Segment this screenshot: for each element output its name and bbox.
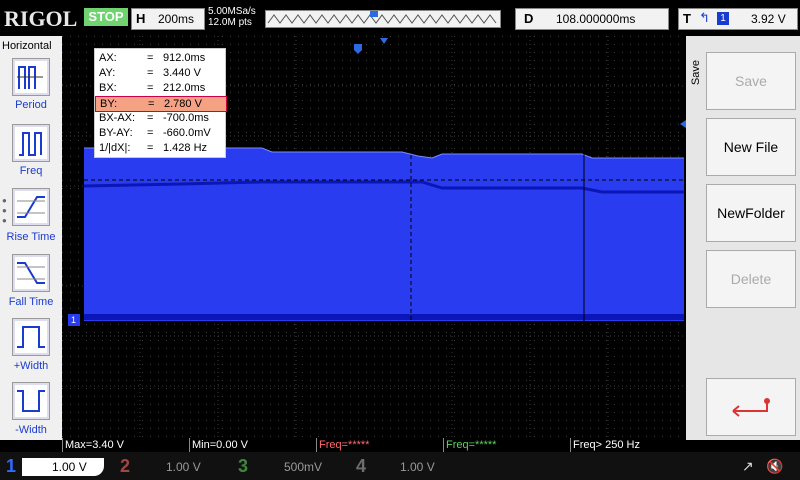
rise-time-measure-button[interactable]: [12, 188, 50, 226]
t-label: T: [683, 11, 691, 26]
channel3-scale: 500mV: [284, 460, 323, 474]
readout-row: 1/|dX|: = 1.428 Hz: [99, 142, 208, 154]
sample-rate: 5.00MSa/s: [208, 6, 256, 17]
channel4-tab[interactable]: 4 1.00 V: [352, 456, 462, 478]
period-measure-button[interactable]: [12, 58, 50, 96]
readout-row: BY-AY: = -660.0mV: [99, 127, 211, 139]
channel1-scale: 1.00 V: [52, 460, 87, 474]
fall-time-measure-button[interactable]: [12, 254, 50, 292]
freq-ch1: Freq> 250 Hz: [570, 438, 685, 452]
trigger-position-bar: [265, 10, 501, 28]
channel1-tab[interactable]: 1 1.00 V: [0, 456, 108, 478]
sample-info: 5.00MSa/s 12.0M pts: [208, 6, 256, 28]
mute-icon[interactable]: 🔇: [766, 458, 784, 474]
run-stop-indicator[interactable]: STOP: [84, 8, 128, 26]
channel2-number: 2: [120, 456, 131, 476]
rise-time-label: Rise Time: [6, 231, 56, 243]
delay-box[interactable]: D 108.000000ms: [515, 8, 669, 30]
cursor-readout-panel: AX: = 912.0ms AY: = 3.440 V BX: = 212.0ms BY: =…: [94, 48, 227, 158]
save-button[interactable]: Save: [706, 52, 796, 110]
save-menu-title: Save: [690, 60, 702, 86]
positive-width-measure-button[interactable]: [12, 318, 50, 356]
channel1-number: 1: [6, 456, 17, 476]
readout-row: AY: = 3.440 V: [99, 67, 201, 79]
channel1-marker-label: 1: [71, 315, 77, 325]
rising-edge-icon: ↰: [699, 10, 710, 25]
measurement-status-row: Max=3.40 V Min=0.00 V Freq=***** Freq=**…: [62, 438, 686, 452]
channel1-ground-marker: [68, 314, 80, 326]
max-value: Max=3.40 V: [62, 438, 189, 452]
readout-row-highlighted: BY: = 2.780 V: [95, 96, 227, 112]
channel3-number: 3: [238, 456, 249, 476]
negative-width-measure-button[interactable]: [12, 382, 50, 420]
negative-width-label: -Width: [15, 424, 47, 436]
readout-row: AX: = 912.0ms: [99, 52, 206, 64]
page-indicator-icon: ● ● ●: [2, 196, 7, 225]
memory-depth: 12.0M pts: [208, 17, 252, 28]
d-label: D: [524, 11, 534, 26]
channel-bar: [0, 452, 800, 480]
h-label: H: [136, 11, 146, 26]
new-folder-button[interactable]: NewFolder: [706, 184, 796, 242]
fall-time-label: Fall Time: [8, 296, 54, 308]
channel2-tab[interactable]: 2 1.00 V: [116, 456, 226, 478]
readout-row: BX-AX: = -700.0ms: [99, 112, 209, 124]
channel4-number: 4: [356, 456, 367, 476]
positive-width-label: +Width: [13, 360, 49, 372]
trigger-time-marker: [354, 44, 362, 54]
new-file-button[interactable]: New File: [706, 118, 796, 176]
usb-icon: ↗: [742, 458, 754, 474]
measurement-side-panel: [0, 36, 63, 440]
channel2-scale: 1.00 V: [166, 460, 201, 474]
readout-row: BX: = 212.0ms: [99, 82, 206, 94]
channel4-scale: 1.00 V: [400, 460, 435, 474]
freq-label: Freq: [19, 165, 43, 177]
freq-ch3: Freq=*****: [443, 438, 570, 452]
trigger-channel-badge: 1: [717, 12, 729, 25]
back-arrow-icon: [732, 398, 770, 417]
period-label: Period: [15, 99, 47, 111]
channel3-tab[interactable]: 3 500mV: [234, 456, 344, 478]
rigol-logo: RIGOL: [4, 6, 78, 31]
horizontal-timebase-box[interactable]: H 200ms: [131, 8, 205, 30]
channel1-waveform: [84, 148, 684, 321]
d-value: 108.000000ms: [556, 12, 636, 26]
freq-measure-button[interactable]: [12, 124, 50, 162]
trigger-level-marker: [680, 120, 686, 128]
freq-ch2: Freq=*****: [316, 438, 443, 452]
min-value: Min=0.00 V: [189, 438, 316, 452]
t-value: 3.92 V: [751, 12, 786, 26]
back-button[interactable]: [706, 378, 796, 436]
left-panel-title: Horizontal: [2, 40, 52, 52]
trigger-position-marker: [370, 11, 378, 17]
h-value: 200ms: [158, 12, 195, 26]
trigger-box[interactable]: T ↰ 1 3.92 V: [678, 8, 798, 30]
delete-button[interactable]: Delete: [706, 250, 796, 308]
waveform-display[interactable]: 1: [62, 36, 686, 438]
delay-marker: [380, 38, 388, 44]
